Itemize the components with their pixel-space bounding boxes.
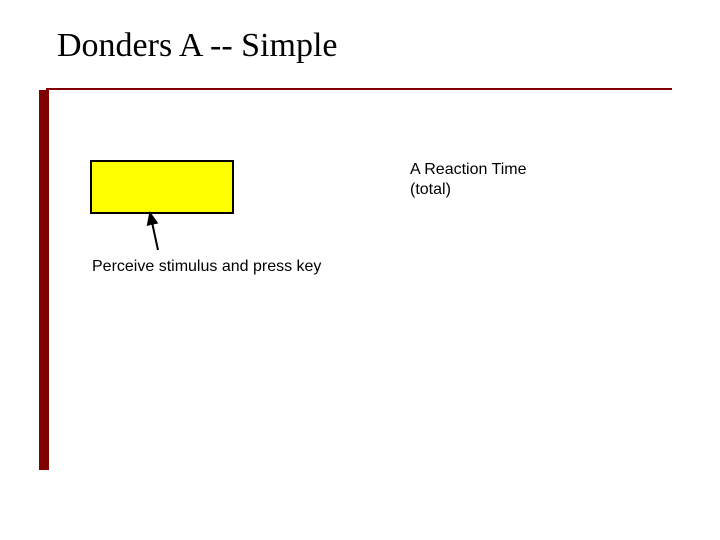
slide-title: Donders A -- Simple <box>57 27 337 65</box>
left-accent-bar <box>39 90 49 470</box>
slide: Donders A -- Simple A Reaction Time (tot… <box>0 0 720 540</box>
stimulus-box <box>90 160 234 214</box>
label-perceive: Perceive stimulus and press key <box>92 258 321 276</box>
title-underline <box>46 88 672 90</box>
label-reaction-time-line2: (total) <box>410 181 451 198</box>
label-reaction-time-line1: A Reaction Time <box>410 161 527 178</box>
label-reaction-time: A Reaction Time (total) <box>410 160 527 200</box>
